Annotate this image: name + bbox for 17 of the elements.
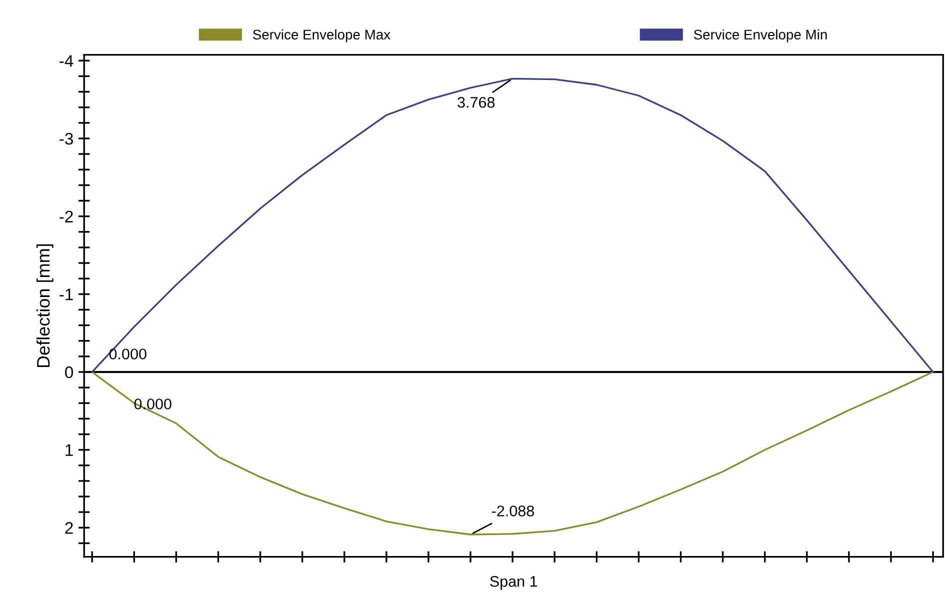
y-axis-title: Deflection [mm] [36, 244, 54, 368]
y-tick-label: -1 [60, 288, 73, 300]
annotation: 0.000 [134, 398, 172, 410]
annotation: -2.088 [492, 506, 534, 516]
y-tick-label: 0 [65, 366, 74, 378]
x-axis-title: Span 1 [490, 576, 538, 590]
line-series [91, 371, 934, 536]
annotation: 0.000 [109, 348, 146, 360]
legend-label: Service Envelope Min [694, 29, 827, 42]
y-tick-label: 2 [65, 522, 73, 534]
y-tick-label: -2 [60, 210, 73, 222]
y-tick-label: 1 [66, 444, 73, 456]
y-tick-label: -4 [60, 55, 74, 67]
legend-label: Service Envelope Max [252, 29, 390, 42]
line-series [91, 78, 934, 373]
annotation: 3.768 [458, 96, 495, 108]
y-tick-label: -3 [60, 132, 73, 145]
